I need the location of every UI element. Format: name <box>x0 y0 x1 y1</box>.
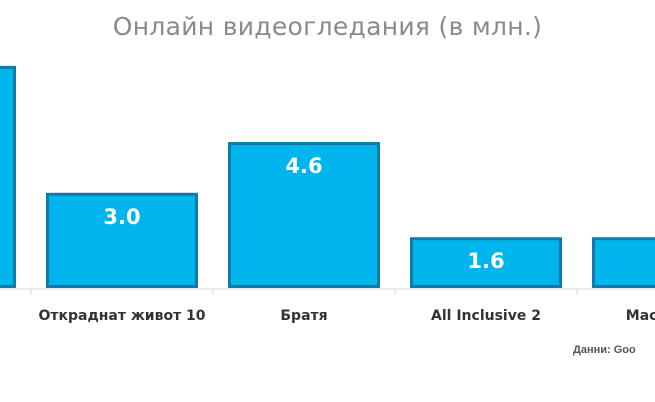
category-label-2: Братя <box>280 308 327 324</box>
category-label-3: All Inclusive 2 <box>431 308 541 324</box>
bar-fill-3 <box>413 240 559 285</box>
bar-fill-4 <box>595 240 655 285</box>
bar-value-label-3: 1.6 <box>467 249 504 273</box>
category-label-1: Откраднат живот 10 <box>38 308 205 324</box>
source-note: Данни: Goo <box>573 344 636 356</box>
bar-fill-2 <box>231 145 377 285</box>
bar-fill-1 <box>49 195 195 285</box>
category-label-4: Маскира… <box>626 308 655 324</box>
bar-value-label-2: 4.6 <box>285 154 322 178</box>
chart-title: Онлайн видеогледания (в млн.) <box>112 12 543 41</box>
bar-fill-0 <box>0 68 13 285</box>
bar-value-label-1: 3.0 <box>103 205 140 229</box>
